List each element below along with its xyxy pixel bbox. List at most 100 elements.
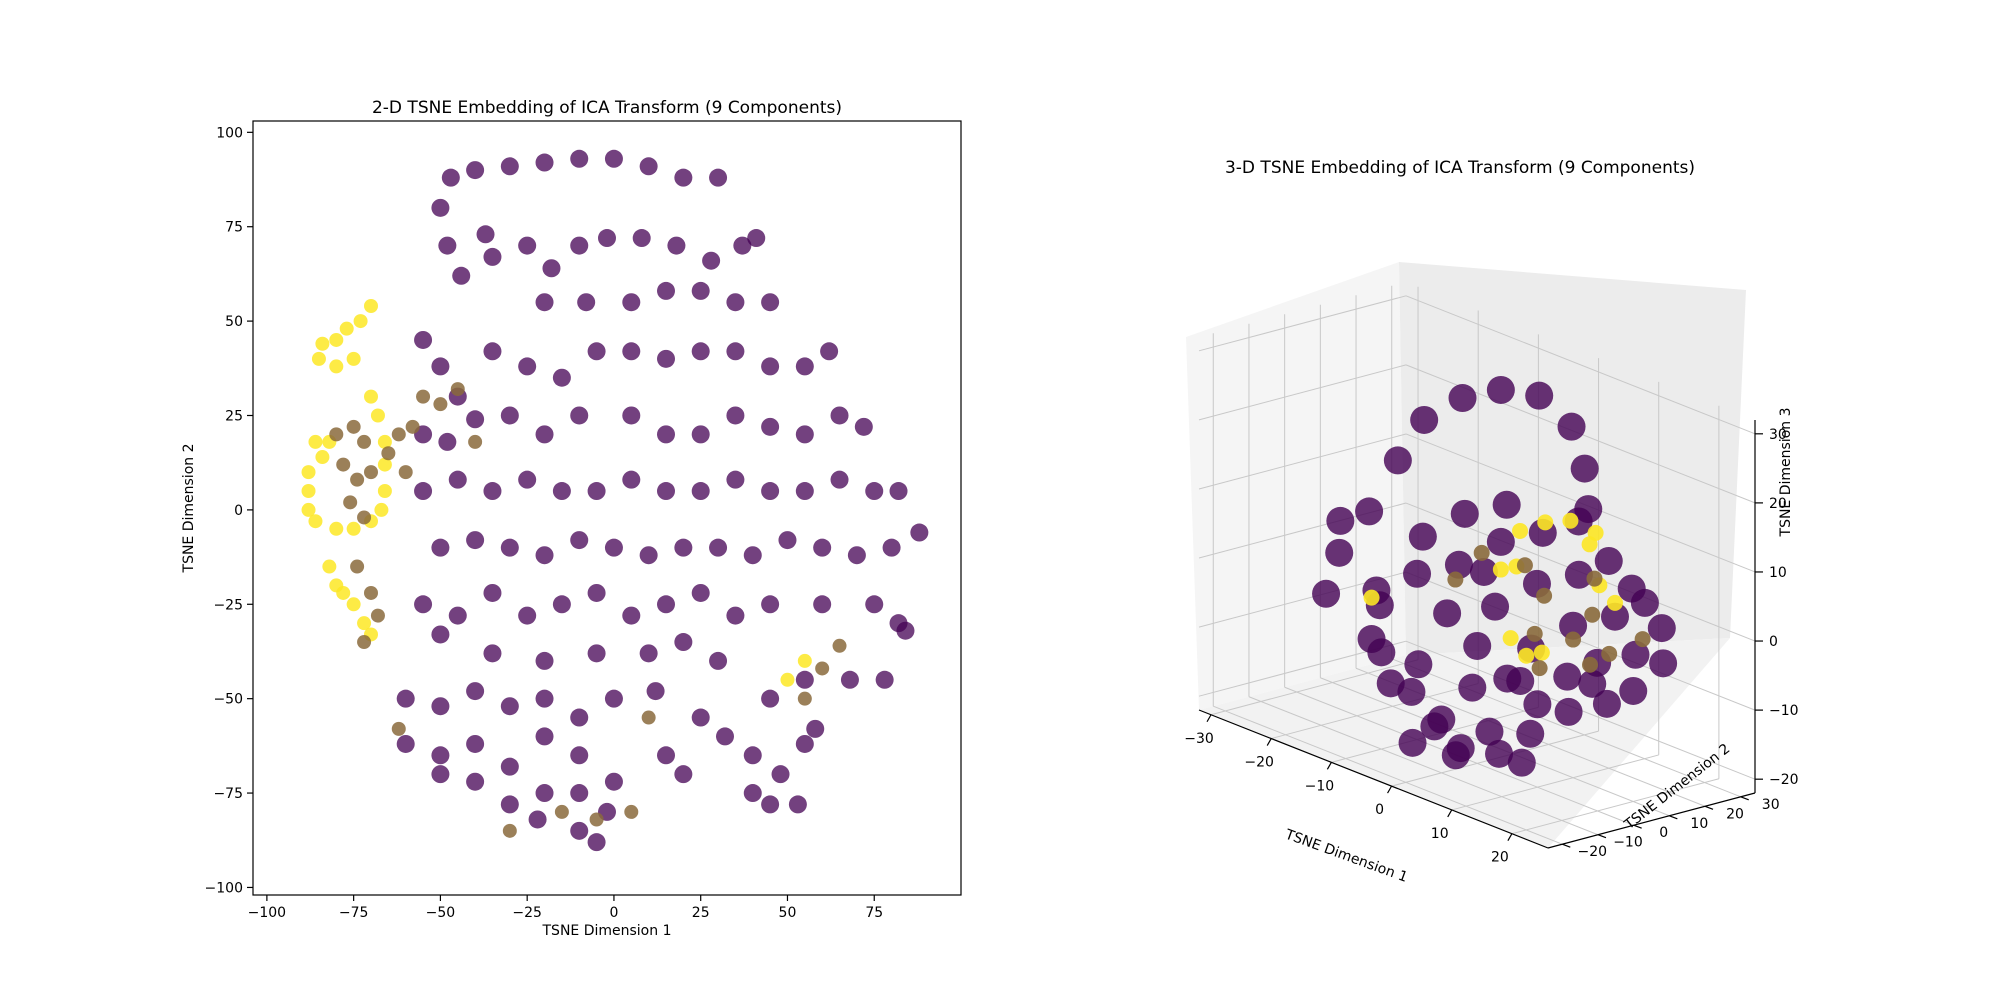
chart-3d-point xyxy=(1486,375,1515,404)
chart-2d-point xyxy=(674,168,693,187)
chart-2d: 2-D TSNE Embedding of ICA Transform (9 C… xyxy=(181,98,962,939)
chart-2d-point xyxy=(405,419,420,434)
chart-3d: 3-D TSNE Embedding of ICA Transform (9 C… xyxy=(1184,158,1798,886)
chart-2d-point xyxy=(448,470,467,489)
chart-2d-point xyxy=(743,746,762,765)
chart-3d-point xyxy=(1526,625,1543,642)
chart-2d-point xyxy=(301,502,316,517)
chart-2d-point xyxy=(329,521,344,536)
chart-3d-gridline xyxy=(1391,658,1741,798)
chart-2d-point xyxy=(657,482,675,501)
chart-2d-point xyxy=(570,784,589,803)
chart-2d-point xyxy=(726,293,745,312)
chart-3d-x-axis-line xyxy=(1198,709,1549,849)
chart-3d-point xyxy=(1473,544,1490,561)
chart-2d-point xyxy=(350,472,365,487)
chart-2d-point xyxy=(674,633,693,652)
chart-2d-point xyxy=(910,523,929,542)
chart-2d-y-tick-label: 0 xyxy=(234,503,243,519)
chart-2d-point xyxy=(709,538,728,557)
chart-2d-point xyxy=(795,357,814,376)
chart-2d-point xyxy=(346,597,361,612)
chart-2d-point xyxy=(346,419,361,434)
chart-2d-point xyxy=(865,482,884,501)
chart-2d-point xyxy=(743,784,762,803)
chart-3d-point xyxy=(1312,579,1341,608)
chart-2d-point xyxy=(587,644,606,663)
chart-3d-point xyxy=(1592,689,1621,718)
chart-2d-point xyxy=(622,406,641,425)
chart-2d-point xyxy=(438,432,457,451)
chart-2d-point xyxy=(315,336,330,351)
chart-3d-y-tick-label: −10 xyxy=(1613,835,1643,851)
chart-2d-point xyxy=(528,810,547,829)
chart-2d-point xyxy=(535,546,554,565)
chart-2d-point xyxy=(466,161,485,180)
chart-2d-point xyxy=(301,484,316,499)
chart-2d-point xyxy=(570,708,589,727)
chart-2d-point xyxy=(795,670,814,689)
chart-2d-point xyxy=(370,408,385,423)
chart-3d-z-axis-label: TSNE Dimension 3 xyxy=(1778,408,1794,538)
chart-2d-point xyxy=(778,531,797,550)
chart-2d-point xyxy=(535,689,554,708)
chart-2d-point xyxy=(622,470,641,489)
chart-3d-point xyxy=(1448,384,1477,413)
chart-2d-point xyxy=(657,746,675,765)
chart-3d-point xyxy=(1441,741,1470,770)
chart-2d-point xyxy=(377,457,392,472)
chart-2d-point xyxy=(535,651,554,670)
chart-3d-y-tick-label: 20 xyxy=(1726,806,1744,822)
chart-2d-point xyxy=(370,608,385,623)
chart-3d-point xyxy=(1357,625,1386,654)
chart-2d-point xyxy=(483,247,502,266)
chart-2d-point xyxy=(604,772,623,791)
chart-2d-point xyxy=(535,425,554,444)
chart-2d-point xyxy=(639,546,658,565)
chart-3d-points xyxy=(1312,375,1678,777)
chart-2d-point xyxy=(466,772,485,791)
chart-2d-point xyxy=(587,833,606,852)
chart-2d-y-tick-label: 75 xyxy=(225,220,243,236)
chart-2d-point xyxy=(315,450,330,465)
chart-2d-point xyxy=(639,644,658,663)
chart-3d-point xyxy=(1444,550,1473,579)
chart-3d-gridline xyxy=(1248,696,1599,836)
chart-3d-point xyxy=(1398,728,1427,757)
chart-2d-point xyxy=(554,804,569,819)
chart-3d-point xyxy=(1475,717,1504,746)
chart-2d-point xyxy=(364,299,378,314)
chart-3d-gridline xyxy=(1271,683,1479,740)
chart-2d-point xyxy=(795,425,814,444)
chart-3d-point xyxy=(1450,499,1479,528)
chart-2d-point xyxy=(339,321,354,336)
chart-3d-point xyxy=(1557,412,1586,441)
chart-2d-point xyxy=(414,595,433,614)
chart-2d-point xyxy=(414,482,433,501)
chart-3d-point xyxy=(1408,522,1437,551)
chart-2d-point xyxy=(604,149,623,168)
chart-2d-point xyxy=(500,406,519,425)
chart-2d-point xyxy=(346,351,361,366)
chart-2d-point xyxy=(806,719,825,738)
chart-3d-point xyxy=(1647,614,1676,643)
chart-2d-point xyxy=(865,595,884,614)
chart-2d-point xyxy=(329,359,344,374)
chart-2d-point xyxy=(847,546,866,565)
chart-2d-points xyxy=(301,149,929,852)
chart-2d-point xyxy=(570,406,589,425)
chart-3d-point xyxy=(1619,676,1648,705)
chart-3d-point xyxy=(1523,690,1552,719)
chart-2d-point xyxy=(301,465,316,480)
chart-2d-point xyxy=(483,482,502,501)
chart-2d-point xyxy=(641,710,656,725)
chart-3d-x-tick xyxy=(1266,738,1272,746)
chart-2d-point xyxy=(709,651,728,670)
chart-2d-point xyxy=(468,434,483,449)
chart-2d-point xyxy=(577,293,596,312)
chart-2d-y-tick-label: −100 xyxy=(205,880,243,896)
chart-3d-z-tick-label: 20 xyxy=(1769,496,1787,512)
chart-2d-x-ticks: −100 −75 −50 −25 0 25 50 75 xyxy=(248,895,883,921)
chart-3d-point xyxy=(1621,640,1650,669)
chart-3d-point xyxy=(1404,650,1433,679)
